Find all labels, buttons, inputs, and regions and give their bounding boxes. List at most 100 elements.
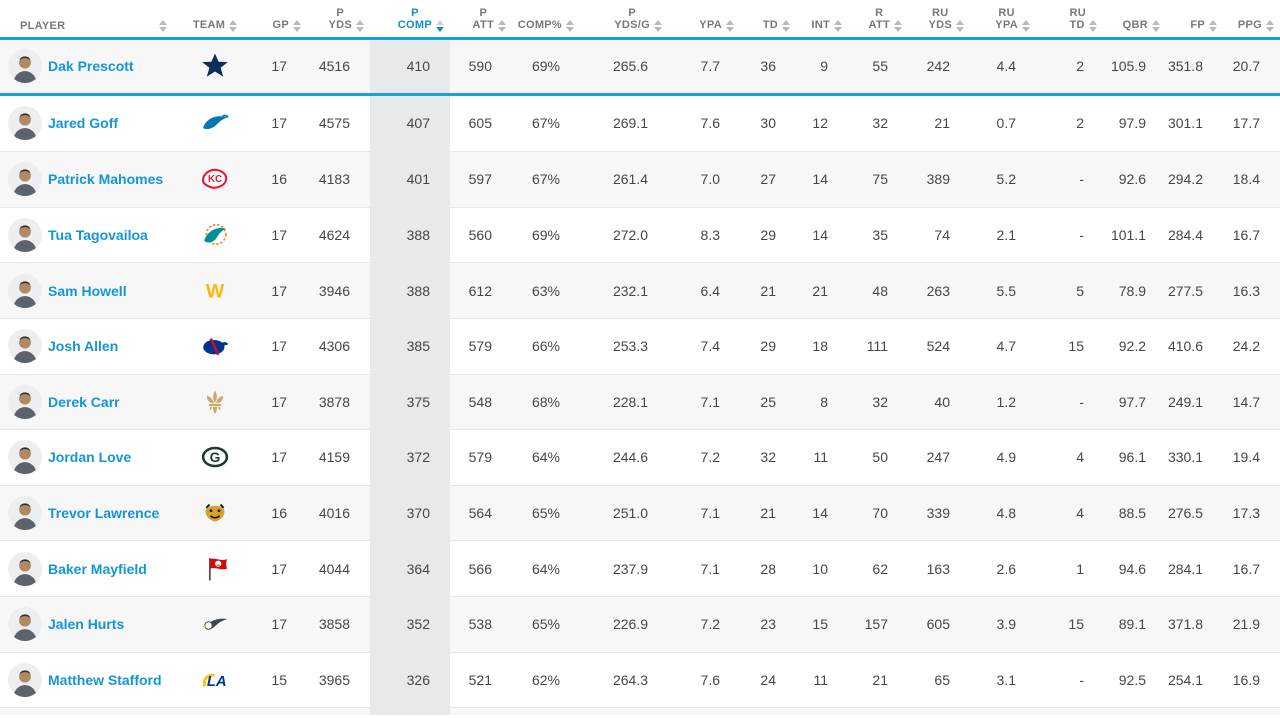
stat-qbr: 89.1	[1118, 616, 1146, 633]
player-avatar[interactable]	[8, 440, 42, 475]
column-header-p-att[interactable]: P ATT	[450, 0, 512, 37]
player-avatar[interactable]	[8, 218, 42, 253]
player-avatar[interactable]	[8, 49, 42, 84]
lions-logo[interactable]	[199, 107, 231, 139]
saints-logo[interactable]	[199, 386, 231, 418]
stat-r-att: 32	[872, 115, 888, 132]
column-header-r-att[interactable]: R ATT	[848, 0, 908, 37]
stat-ppg: 19.4	[1232, 449, 1260, 466]
table-row: Jared Goff 17 4575 407 605 67% 269.1 7.6 30 12 32 2…	[0, 95, 1280, 152]
column-header-gp[interactable]: GP	[255, 0, 307, 37]
player-name-link[interactable]: Baker Mayfield	[48, 560, 147, 577]
stat-gp: 16	[271, 171, 287, 188]
stat-td: 21	[760, 282, 776, 299]
stat-p-yds: 3965	[318, 671, 350, 688]
column-label: TD	[762, 19, 778, 31]
player-name-link[interactable]: Derek Carr	[48, 393, 120, 410]
cowboys-logo[interactable]	[199, 50, 231, 82]
stat-ru-ypa: 4.8	[996, 505, 1016, 522]
player-avatar[interactable]	[8, 607, 42, 642]
stat-ru-td: 2	[1076, 115, 1084, 132]
stat-int: 8	[820, 393, 828, 410]
eagles-logo[interactable]	[199, 608, 231, 640]
column-label: PPG	[1237, 19, 1262, 31]
stat-td: 30	[760, 115, 776, 132]
player-avatar[interactable]	[8, 496, 42, 531]
column-header-ppg[interactable]: PPG	[1223, 0, 1280, 37]
column-label: PLAYER	[20, 20, 66, 32]
stat-r-att: 111	[866, 338, 888, 355]
column-header-p-comp[interactable]: P COMP	[370, 0, 450, 37]
player-name-link[interactable]: Jordan Love	[48, 449, 132, 466]
player-name-link[interactable]: Patrick Mahomes	[48, 171, 164, 188]
column-header-p-ydsg[interactable]: P YDS/G	[580, 0, 668, 37]
player-name-link[interactable]: Jalen Hurts	[48, 616, 125, 633]
buccaneers-logo[interactable]	[199, 553, 231, 585]
player-avatar[interactable]	[8, 329, 42, 364]
player-avatar[interactable]	[8, 162, 42, 197]
stat-p-ydsg: 244.6	[612, 449, 648, 466]
column-label-prefix: RU	[998, 7, 1015, 19]
column-label-prefix: R	[875, 7, 884, 19]
stat-td: 21	[760, 505, 776, 522]
column-header-comp-pct[interactable]: COMP%	[512, 0, 580, 37]
column-header-ru-yds[interactable]: RU YDS	[908, 0, 970, 37]
stat-fp: 371.8	[1167, 616, 1203, 633]
column-header-td[interactable]: TD	[740, 0, 796, 37]
chiefs-logo[interactable]: KC	[199, 163, 231, 195]
bills-logo[interactable]	[199, 330, 231, 362]
player-avatar[interactable]	[8, 273, 42, 308]
stat-ru-td: 4	[1076, 505, 1084, 522]
stat-p-att: 590	[468, 58, 492, 75]
player-name-link[interactable]: Jared Goff	[48, 115, 119, 132]
column-header-fp[interactable]: FP	[1166, 0, 1223, 37]
column-header-ru-td[interactable]: RU TD	[1036, 0, 1104, 37]
team-cell	[175, 40, 255, 93]
stat-p-att: 605	[468, 115, 492, 132]
player-name-link[interactable]: Sam Howell	[48, 282, 127, 299]
player-cell: Jordan Love	[0, 430, 175, 485]
column-header-int[interactable]: INT	[796, 0, 848, 37]
column-label: YDS	[328, 19, 352, 31]
packers-logo[interactable]: G	[199, 441, 231, 473]
stat-qbr: 92.2	[1118, 338, 1146, 355]
column-header-p-yds[interactable]: P YDS	[307, 0, 370, 37]
player-avatar[interactable]	[8, 106, 42, 141]
table-body: Dak Prescott 17 4516 410 590 69% 265.6 7.7 36 9 55…	[0, 40, 1280, 708]
stat-gp: 15	[271, 671, 287, 688]
column-header-team[interactable]: TEAM	[175, 0, 255, 37]
stat-r-att: 70	[872, 505, 888, 522]
stat-ru-td: 15	[1068, 338, 1084, 355]
stat-ru-td: 4	[1076, 449, 1084, 466]
dolphins-logo[interactable]	[199, 219, 231, 251]
stat-gp: 17	[271, 338, 287, 355]
player-name-link[interactable]: Tua Tagovailoa	[48, 227, 148, 244]
player-name-link[interactable]: Dak Prescott	[48, 58, 134, 75]
rams-logo[interactable]: LA	[199, 664, 231, 696]
column-header-ru-ypa[interactable]: RU YPA	[970, 0, 1036, 37]
column-header-ypa[interactable]: YPA	[668, 0, 740, 37]
sort-icon	[498, 19, 506, 32]
stat-ru-yds: 242	[926, 58, 950, 75]
table-row: Patrick Mahomes KC 16 4183 401 597 67% 261.4 7.0…	[0, 151, 1280, 207]
player-name-link[interactable]: Matthew Stafford	[48, 671, 162, 688]
stat-qbr: 78.9	[1118, 282, 1146, 299]
stat-int: 11	[813, 449, 828, 466]
jaguars-logo[interactable]	[199, 497, 231, 529]
stat-fp: 249.1	[1167, 393, 1203, 410]
stat-p-yds: 4044	[318, 560, 350, 577]
column-label: INT	[811, 19, 830, 31]
stat-gp: 17	[271, 449, 287, 466]
player-avatar[interactable]	[8, 662, 42, 697]
stat-td: 23	[760, 616, 776, 633]
column-header-player[interactable]: PLAYER	[0, 0, 175, 37]
stat-ru-td: 15	[1068, 616, 1084, 633]
stat-ru-ypa: 5.5	[996, 282, 1016, 299]
player-name-link[interactable]: Trevor Lawrence	[48, 505, 160, 522]
column-header-qbr[interactable]: QBR	[1104, 0, 1166, 37]
player-avatar[interactable]	[8, 551, 42, 586]
stat-p-yds: 4575	[318, 115, 350, 132]
player-name-link[interactable]: Josh Allen	[48, 338, 119, 355]
player-avatar[interactable]	[8, 384, 42, 419]
commanders-logo[interactable]: W	[199, 275, 231, 307]
